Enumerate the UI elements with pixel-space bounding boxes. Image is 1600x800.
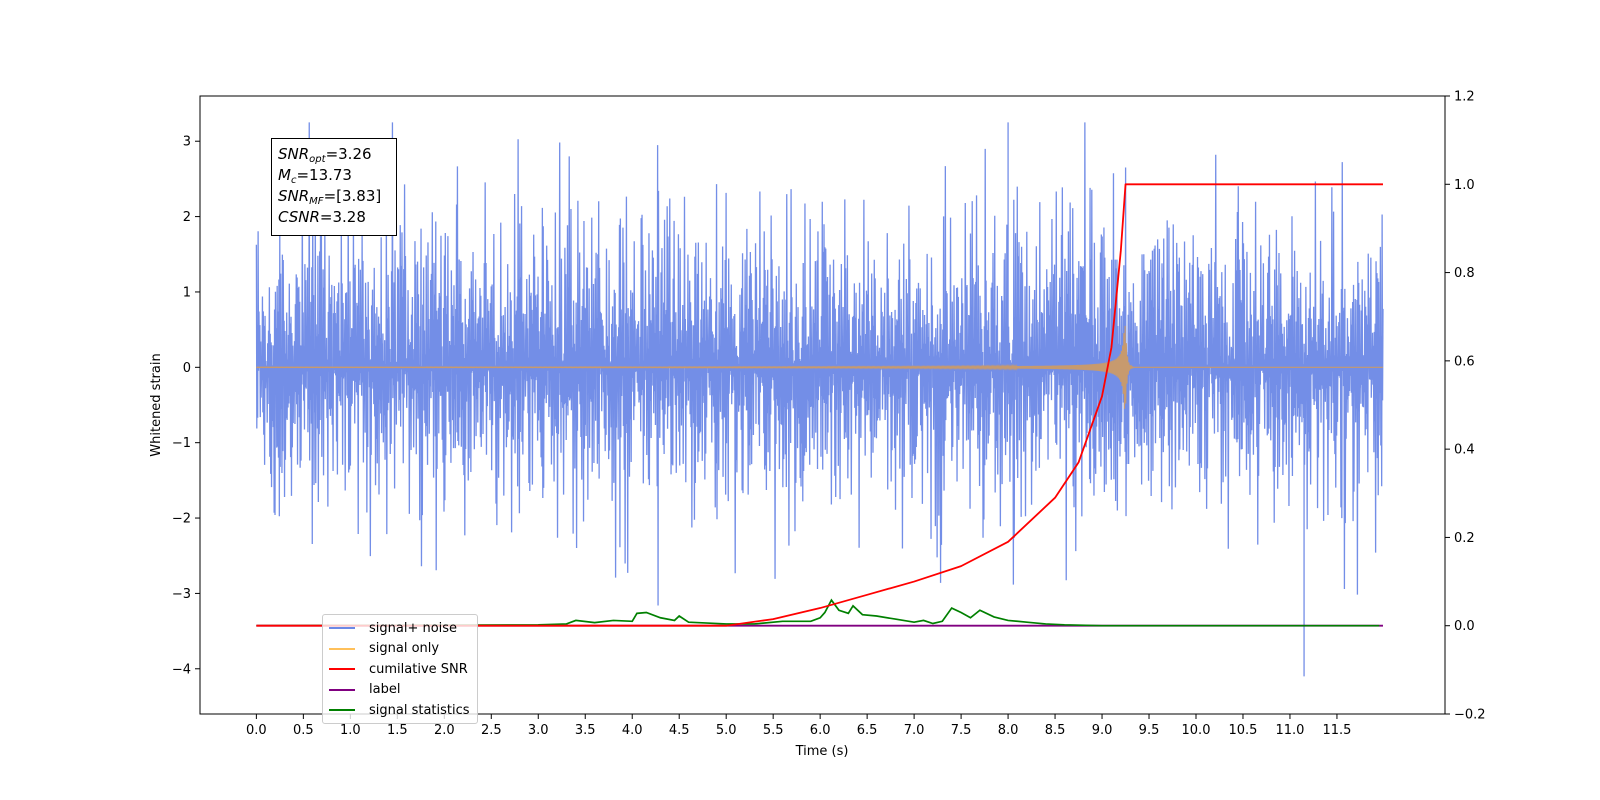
y-right-tick-label: 1.2 — [1454, 90, 1475, 105]
series-cumulative-snr — [256, 183, 1383, 627]
x-tick-label: 0.0 — [246, 723, 267, 738]
y-right-tick-label: 0.8 — [1454, 266, 1475, 281]
legend-label: label — [369, 682, 401, 698]
x-tick-label: 8.0 — [998, 723, 1019, 738]
y-tick-label: 1 — [183, 285, 191, 300]
snr-mf-line: SNRMF=[3.83] — [278, 187, 382, 207]
y-tick-label: −2 — [172, 512, 191, 527]
x-tick-label: 10.0 — [1182, 723, 1211, 738]
x-tick-label: 4.5 — [669, 723, 690, 738]
legend-swatch — [329, 688, 355, 691]
y-tick-label: 2 — [183, 210, 191, 225]
legend-swatch — [329, 647, 355, 650]
y-tick-label: −4 — [172, 662, 191, 677]
y-tick-label: −3 — [172, 587, 191, 602]
y-tick-label: −1 — [172, 436, 191, 451]
x-tick-label: 7.5 — [951, 723, 972, 738]
legend-swatch — [329, 668, 355, 671]
y-right-tick-label: 0.2 — [1454, 531, 1475, 546]
legend-item-cumulative-snr: cumilative SNR — [329, 659, 477, 680]
x-tick-label: 5.0 — [716, 723, 737, 738]
legend-swatch — [329, 709, 355, 712]
x-tick-label: 2.0 — [434, 723, 455, 738]
legend-item-signal-only: signal only — [329, 639, 477, 660]
x-tick-label: 1.5 — [387, 723, 408, 738]
series-signal-noise — [255, 122, 1384, 677]
plot-frame — [199, 95, 1446, 715]
stats-annotation: SNRopt=3.26 Mc=13.73 SNRMF=[3.83] CSNR=3… — [271, 138, 397, 236]
x-tick-label: 10.5 — [1229, 723, 1258, 738]
legend: signal+ noise signal only cumilative SNR… — [322, 614, 478, 724]
y-right-tick-label: 0.6 — [1454, 354, 1475, 369]
x-tick-label: 11.5 — [1322, 723, 1351, 738]
y-right-tick-label: 0.4 — [1454, 443, 1475, 458]
x-tick-label: 0.5 — [293, 723, 314, 738]
y-tick-label: 0 — [183, 361, 191, 376]
series-signal-statistics — [256, 598, 1380, 627]
legend-item-signal-statistics: signal statistics — [329, 700, 477, 721]
y-right-tick-label: −0.2 — [1454, 708, 1486, 723]
y-right-tick-label: 1.0 — [1454, 178, 1475, 193]
x-tick-label: 3.0 — [528, 723, 549, 738]
y-tick-label: 3 — [183, 135, 191, 150]
x-tick-label: 9.0 — [1092, 723, 1113, 738]
x-axis-label: Time (s) — [795, 744, 849, 759]
legend-item-label: label — [329, 680, 477, 701]
x-tick-label: 6.0 — [810, 723, 831, 738]
x-tick-label: 11.0 — [1275, 723, 1304, 738]
x-tick-label: 7.0 — [904, 723, 925, 738]
snr-opt-line: SNRopt=3.26 — [278, 145, 372, 165]
legend-label: cumilative SNR — [369, 661, 468, 677]
x-tick-label: 1.0 — [340, 723, 361, 738]
csnr-line: CSNR=3.28 — [278, 208, 366, 226]
x-tick-label: 4.0 — [622, 723, 643, 738]
x-tick-label: 2.5 — [481, 723, 502, 738]
legend-item-signal-noise: signal+ noise — [329, 618, 477, 639]
x-tick-label: 9.5 — [1139, 723, 1160, 738]
x-tick-label: 6.5 — [857, 723, 878, 738]
x-tick-label: 8.5 — [1045, 723, 1066, 738]
x-tick-label: 5.5 — [763, 723, 784, 738]
y-right-tick-label: 0.0 — [1454, 619, 1475, 634]
legend-swatch — [329, 627, 355, 630]
x-tick-label: 3.5 — [575, 723, 596, 738]
legend-label: signal+ noise — [369, 620, 458, 636]
y-axis-label: Whitened strain — [149, 353, 164, 456]
mc-line: Mc=13.73 — [278, 166, 352, 186]
series-signal-only — [256, 325, 1383, 409]
legend-label: signal only — [369, 641, 440, 657]
legend-label: signal statistics — [369, 702, 470, 718]
